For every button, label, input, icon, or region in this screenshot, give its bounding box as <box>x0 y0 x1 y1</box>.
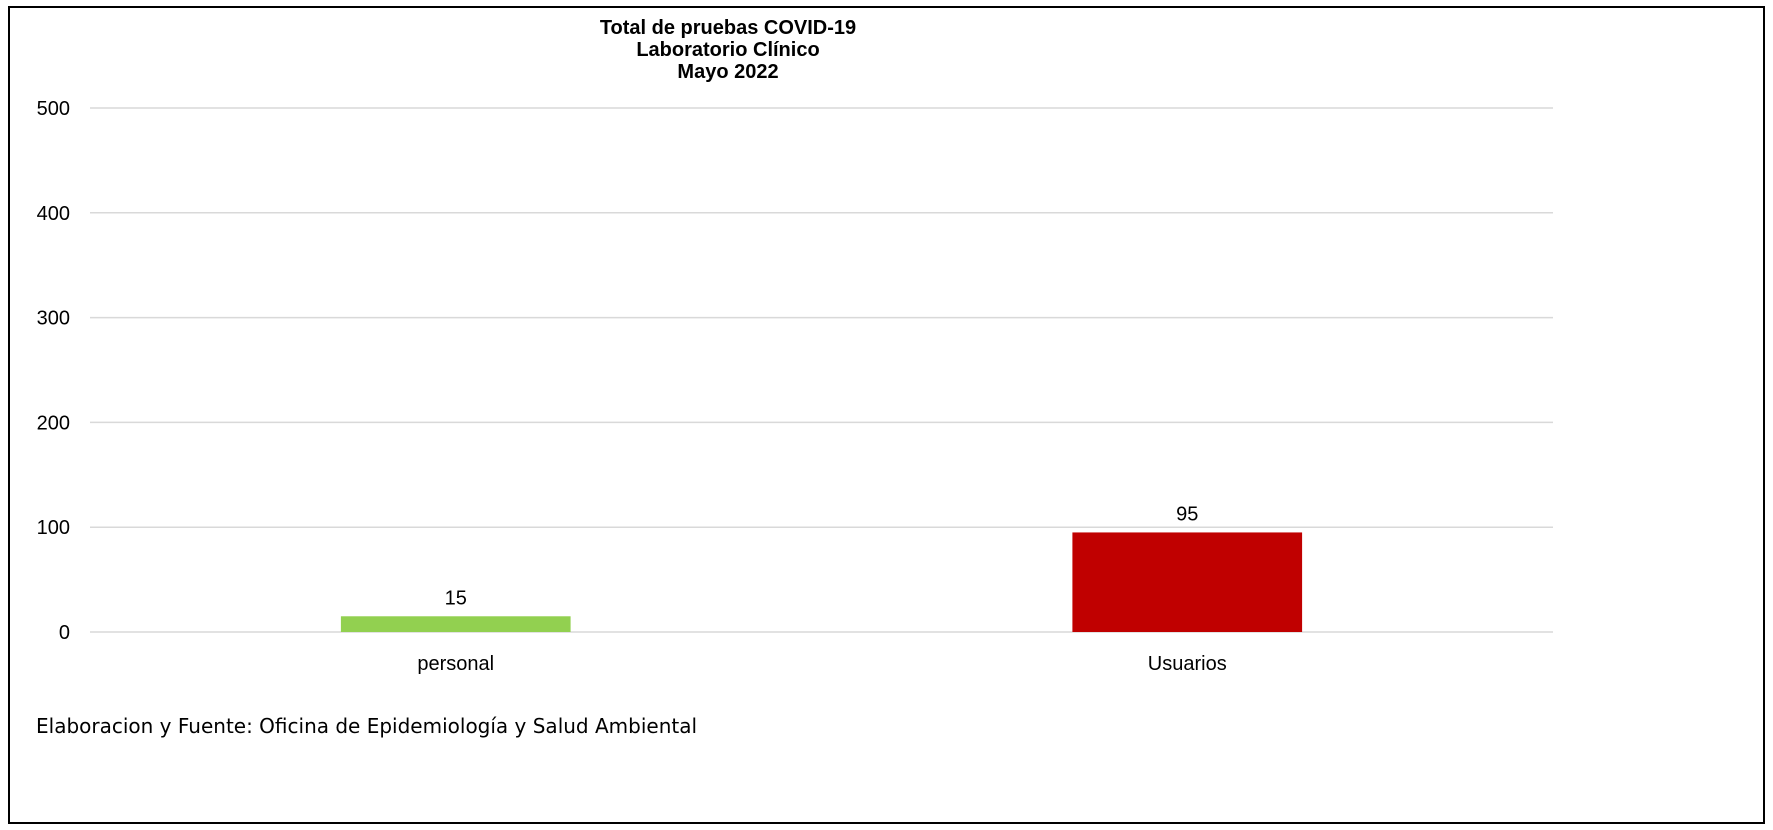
y-axis-ticks: 0 100 200 300 400 500 <box>37 98 70 644</box>
bar-personal <box>340 616 571 632</box>
data-label: 15 <box>445 587 467 609</box>
chart-title-line: Laboratorio Clínico <box>636 39 819 61</box>
x-tick-label: personal <box>417 653 494 675</box>
x-tick-label: Usuarios <box>1148 653 1227 675</box>
chart-frame: Total de pruebas COVID-19 Laboratorio Clí… <box>8 6 1765 824</box>
y-tick-label: 100 <box>37 517 70 539</box>
y-tick-label: 500 <box>37 98 70 120</box>
y-tick-label: 0 <box>59 622 70 644</box>
x-axis-ticks: personal Usuarios <box>417 653 1226 675</box>
data-label: 95 <box>1176 503 1198 525</box>
y-tick-label: 200 <box>37 412 70 434</box>
bar-usuarios <box>1072 532 1303 632</box>
gridlines <box>90 107 1553 633</box>
y-tick-label: 300 <box>37 308 70 330</box>
chart-title-line: Mayo 2022 <box>677 61 778 83</box>
chart-title-line: Total de pruebas COVID-19 <box>600 17 856 39</box>
bars <box>340 532 1303 632</box>
source-footnote: Elaboracion y Fuente: Oficina de Epidemi… <box>36 714 698 738</box>
y-tick-label: 400 <box>37 203 70 225</box>
